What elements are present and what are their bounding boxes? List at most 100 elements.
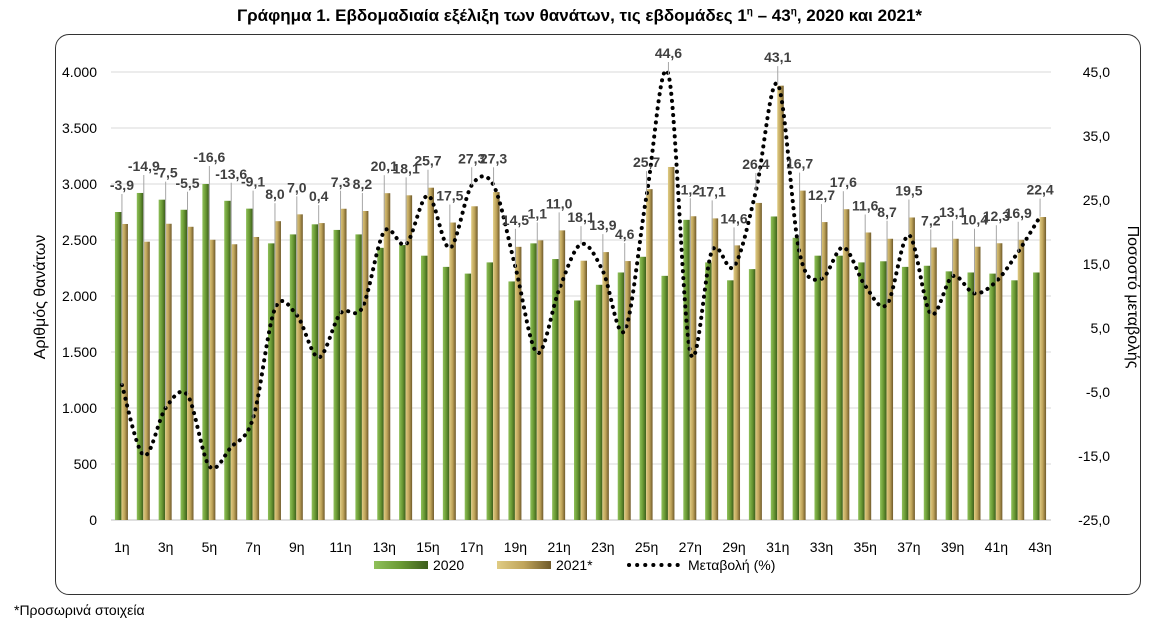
bar-2020 — [683, 219, 690, 520]
bar-2021 — [536, 240, 544, 520]
bar-2021 — [646, 189, 653, 521]
bar-2021 — [799, 190, 806, 520]
data-label: 44,6 — [655, 45, 682, 61]
y-tick-label: 4.000 — [62, 64, 97, 80]
bar-2020 — [639, 256, 647, 520]
data-label: -5,5 — [175, 175, 199, 191]
x-tick-label: 7η — [245, 539, 261, 555]
x-tick-label: 41η — [985, 539, 1008, 555]
data-label: 22,4 — [1026, 182, 1053, 198]
bar-2020 — [1033, 272, 1040, 520]
bar-2020 — [901, 266, 909, 520]
x-tick-label: 29η — [722, 539, 745, 555]
data-label: 11,0 — [546, 195, 573, 211]
bar-2020 — [574, 300, 581, 520]
x-tick-label: 25η — [635, 539, 658, 555]
bar-2020 — [180, 209, 188, 520]
data-label: 1,2 — [681, 181, 701, 197]
y2-tick-label: 5,0 — [1091, 320, 1111, 336]
bar-2021 — [689, 216, 697, 521]
y-tick-label: 1.000 — [62, 400, 97, 416]
data-label: 18,1 — [567, 209, 594, 225]
data-label: 20,1 — [371, 158, 398, 174]
data-label: -16,6 — [193, 149, 225, 165]
legend-label-change: Μεταβολή (%) — [688, 557, 775, 573]
data-label: 25,7 — [414, 153, 441, 169]
y-tick-label: 3.000 — [62, 176, 97, 192]
bar-2021 — [514, 246, 522, 520]
bar-2020 — [508, 281, 515, 520]
data-label: 14,6 — [720, 210, 747, 226]
bar-2020 — [486, 262, 494, 520]
bar-2021 — [383, 193, 391, 520]
bar-2021 — [602, 252, 609, 520]
bar-2020 — [246, 208, 253, 520]
bar-2021 — [886, 238, 894, 520]
bar-2021 — [1017, 239, 1025, 520]
y-axis-title: Αριθμός θανάτων — [32, 235, 49, 359]
x-tick-label: 33η — [810, 539, 833, 555]
bar-2021 — [711, 218, 719, 520]
data-label: 8,2 — [353, 176, 373, 192]
bar-2021 — [274, 221, 281, 520]
x-tick-label: 1η — [114, 539, 130, 555]
data-label: 11,6 — [852, 197, 879, 213]
bar-2021 — [995, 243, 1003, 521]
bar-2020 — [289, 234, 297, 520]
bar-2020 — [267, 243, 275, 521]
bar-2020 — [595, 284, 603, 520]
y2-tick-label: -5,0 — [1086, 384, 1110, 400]
bar-2020 — [770, 216, 778, 521]
bar-2021 — [624, 261, 631, 520]
x-tick-label: 23η — [591, 539, 614, 555]
bar-2020 — [399, 245, 406, 521]
data-label: -14,9 — [128, 158, 160, 174]
bar-2020 — [705, 262, 712, 520]
data-label: 7,3 — [331, 174, 351, 190]
data-label: -13,6 — [215, 166, 247, 182]
bar-2020 — [552, 259, 559, 520]
bar-2021 — [405, 195, 413, 520]
bar-2020 — [377, 247, 384, 520]
bar-2020 — [114, 212, 122, 520]
legend: 2020 2021* Μεταβολή (%) — [374, 557, 775, 573]
bar-2021 — [208, 239, 216, 520]
bar-2020 — [792, 237, 800, 520]
data-label: 13,9 — [589, 217, 616, 233]
bar-2020 — [661, 275, 668, 520]
data-label: 17,5 — [436, 188, 463, 204]
data-label: 16,9 — [1005, 205, 1032, 221]
y2-tick-label: 15,0 — [1083, 256, 1110, 272]
x-tick-label: 9η — [289, 539, 305, 555]
y-tick-label: 2.000 — [62, 288, 97, 304]
bar-2021 — [908, 217, 915, 520]
data-label: 4,6 — [615, 226, 635, 242]
y2-axis-title: Ποσοστό μεταβολής — [1124, 226, 1141, 369]
data-label: -9,1 — [241, 174, 265, 190]
x-tick-label: 35η — [854, 539, 877, 555]
data-label: 10,4 — [961, 212, 988, 228]
bar-2020 — [224, 200, 231, 521]
bar-2020 — [311, 224, 319, 520]
x-tick-label: 17η — [460, 539, 483, 555]
y-tick-label: 0 — [89, 512, 97, 528]
bar-2020 — [836, 255, 843, 520]
bar-2020 — [136, 192, 144, 520]
data-label: 7,2 — [921, 213, 941, 229]
bar-2021 — [820, 222, 828, 520]
bar-2021 — [165, 223, 172, 520]
bar-2021 — [755, 202, 762, 521]
bar-2020 — [202, 184, 209, 520]
bar-2021 — [493, 192, 500, 520]
bar-2021 — [952, 238, 959, 520]
bar-2021 — [340, 208, 347, 520]
x-tick-label: 31η — [766, 539, 789, 555]
legend-swatch-2021 — [497, 561, 551, 569]
bar-2021 — [973, 246, 981, 520]
y2-tick-label: 45,0 — [1083, 64, 1110, 80]
x-tick-label: 19η — [504, 539, 527, 555]
data-label: 43,1 — [764, 49, 791, 65]
bar-2020 — [748, 269, 756, 520]
bar-2021 — [777, 85, 784, 520]
